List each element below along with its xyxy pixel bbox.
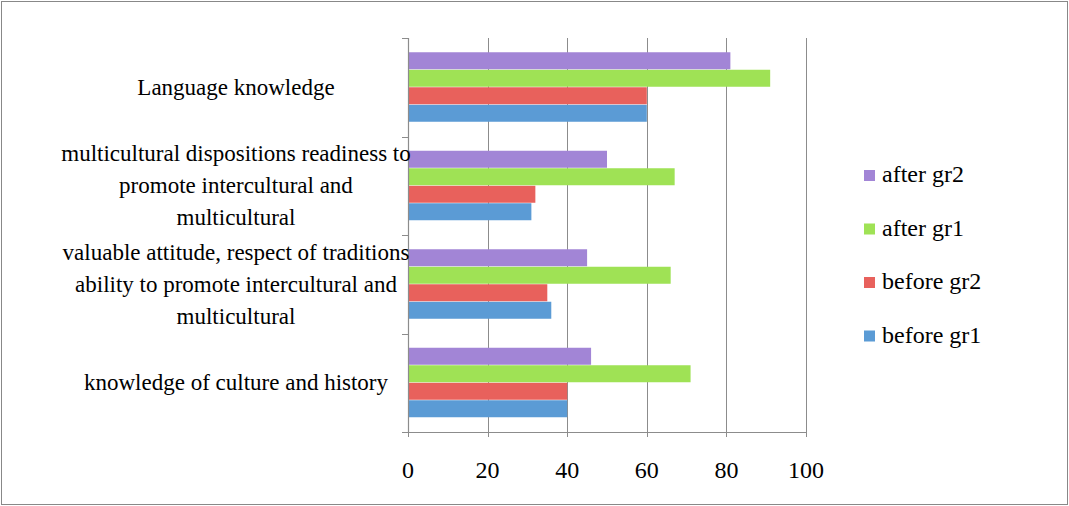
legend-swatch	[864, 170, 875, 181]
tick-label: 40	[555, 457, 579, 483]
bar	[408, 70, 770, 87]
grid-line	[726, 38, 727, 432]
tick-label: 60	[635, 457, 659, 483]
category-label: multicultural dispositions readiness to p…	[61, 141, 410, 230]
bar	[408, 267, 671, 284]
bar	[408, 168, 675, 185]
chart-frame	[2, 2, 1068, 505]
category-label: knowledge of culture and history	[84, 370, 389, 395]
category-label-line: multicultural	[177, 205, 296, 230]
tick-label: 0	[402, 457, 414, 483]
category-tick	[402, 334, 408, 335]
category-label-line: ability to promote intercultural and	[75, 272, 397, 297]
bar	[408, 203, 531, 220]
tick-label: 80	[714, 457, 738, 483]
bar	[408, 186, 535, 203]
category-label: valuable attitude, respect of traditions…	[63, 240, 410, 329]
tick-label: 20	[476, 457, 500, 483]
tick-label: 100	[788, 457, 824, 483]
bar	[408, 151, 607, 168]
grid-line	[806, 38, 807, 432]
bar	[408, 348, 591, 365]
category-label-line: valuable attitude, respect of traditions	[63, 240, 410, 265]
legend-swatch	[864, 224, 875, 235]
bar	[408, 105, 647, 122]
category-label-line: Language knowledge	[137, 75, 334, 100]
category-tick	[402, 137, 408, 138]
legend-swatch	[864, 277, 875, 288]
bar	[408, 302, 551, 319]
bar	[408, 400, 567, 417]
category-label-line: multicultural	[177, 304, 296, 329]
category-label-line: multicultural dispositions readiness to	[61, 141, 410, 166]
bar	[408, 284, 547, 301]
category-tick	[402, 38, 408, 39]
axis-line	[408, 432, 806, 433]
bar	[408, 365, 691, 382]
bar	[408, 87, 647, 104]
legend-label: after gr1	[882, 215, 964, 241]
legend-label: after gr2	[882, 161, 964, 187]
legend-label: before gr2	[882, 268, 981, 294]
chart: 0 20 40 60 80 100 knowledge of culture and his…	[0, 0, 1069, 506]
bar	[408, 52, 730, 69]
bars	[408, 52, 770, 417]
category-tick	[402, 235, 408, 236]
bar	[408, 249, 587, 266]
bar	[408, 383, 567, 400]
legend-swatch	[864, 331, 875, 342]
legend-label: before gr1	[882, 322, 981, 348]
category-label-line: knowledge of culture and history	[84, 370, 389, 395]
category-label: Language knowledge	[137, 75, 334, 100]
axis-line	[408, 38, 409, 432]
tick-mark	[806, 432, 807, 437]
category-tick	[402, 432, 408, 433]
category-label-line: promote intercultural and	[119, 173, 353, 198]
